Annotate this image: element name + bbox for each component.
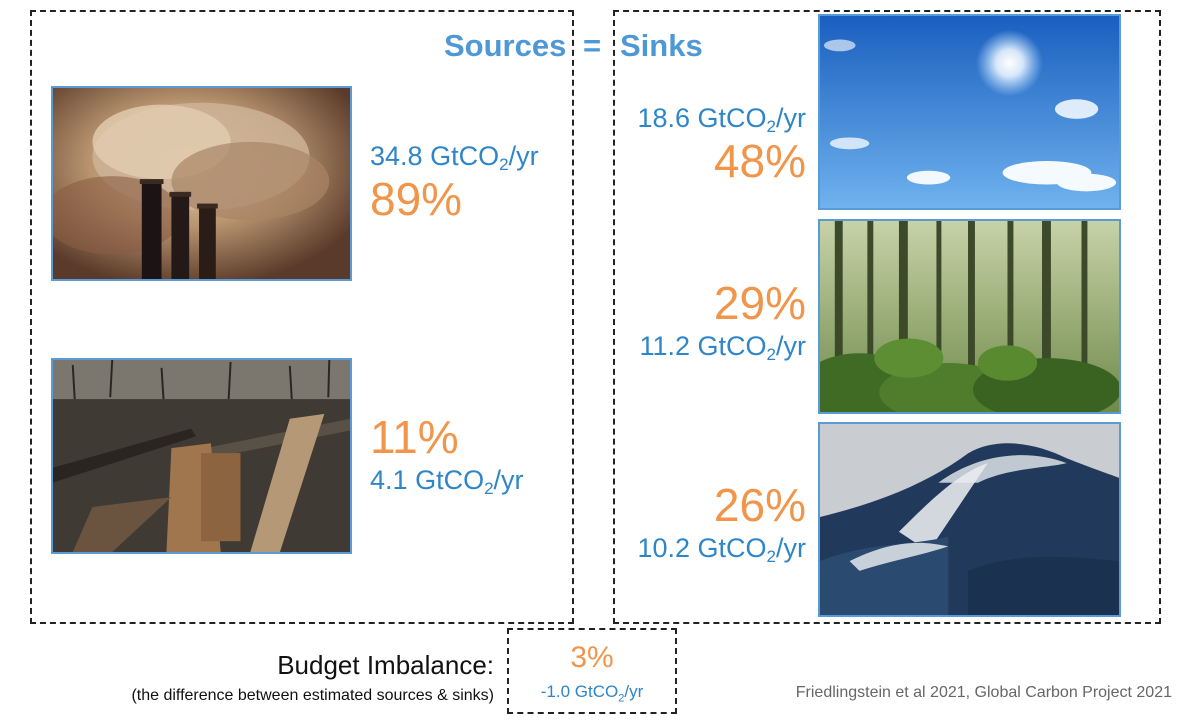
sources-box (30, 10, 574, 624)
land-use-stat: 11% 4.1 GtCO2/yr (370, 410, 524, 498)
forest-photo (818, 219, 1121, 414)
budget-imbalance-title: Budget Imbalance: (277, 650, 494, 680)
ocean-stat: 26% 10.2 GtCO2/yr (637, 478, 806, 566)
ocean-wave-photo (818, 422, 1121, 617)
ocean-flux-value: 10.2 (637, 533, 690, 563)
unit-subscript: 2 (766, 547, 776, 566)
land-sink-percent: 29% (713, 277, 806, 329)
ocean-percent: 26% (713, 479, 806, 531)
unit-prefix: GtCO (574, 682, 619, 701)
unit-subscript: 2 (484, 479, 494, 498)
sky-photo (818, 14, 1121, 210)
unit-prefix: GtCO (697, 533, 767, 563)
atmosphere-stat: 18.6 GtCO2/yr 48% (637, 102, 806, 188)
unit-subscript: 2 (766, 117, 776, 136)
smokestacks-photo (51, 86, 352, 281)
imbalance-flux: -1.0 GtCO2/yr (507, 680, 677, 710)
deforestation-photo (51, 358, 352, 554)
land-use-percent: 11% (370, 411, 459, 463)
sinks-box (613, 10, 1161, 624)
unit-subscript: 2 (618, 692, 625, 705)
unit-suffix: /yr (624, 682, 644, 701)
imbalance-stat: 3% -1.0 GtCO2/yr (507, 640, 677, 710)
unit-suffix: /yr (493, 465, 524, 495)
budget-imbalance-note: (the difference between estimated source… (131, 687, 494, 704)
unit-suffix: /yr (776, 533, 806, 563)
atmosphere-flux: 18.6 GtCO2/yr (637, 102, 806, 136)
unit-suffix: /yr (508, 141, 539, 171)
budget-imbalance-label: Budget Imbalance: (the difference betwee… (131, 649, 494, 707)
imbalance-flux-value: -1.0 (540, 682, 571, 701)
fossil-flux: 34.8 GtCO2/yr (370, 140, 539, 174)
unit-prefix: GtCO (430, 141, 500, 171)
citation: Friedlingstein et al 2021, Global Carbon… (795, 684, 1172, 701)
unit-prefix: GtCO (697, 331, 767, 361)
ocean-flux: 10.2 GtCO2/yr (637, 532, 806, 566)
title-equals: = (583, 28, 602, 63)
unit-suffix: /yr (776, 331, 806, 361)
land-sink-flux-value: 11.2 (639, 331, 690, 361)
unit-suffix: /yr (776, 103, 806, 133)
land-sink-flux: 11.2 GtCO2/yr (639, 330, 806, 364)
fossil-stat: 34.8 GtCO2/yr 89% (370, 140, 539, 226)
fossil-percent: 89% (370, 173, 463, 225)
land-sink-stat: 29% 11.2 GtCO2/yr (639, 276, 806, 364)
atmosphere-percent: 48% (713, 135, 806, 187)
atmosphere-flux-value: 18.6 (637, 103, 690, 133)
unit-prefix: GtCO (697, 103, 767, 133)
imbalance-percent: 3% (570, 641, 614, 674)
fossil-flux-value: 34.8 (370, 141, 423, 171)
unit-subscript: 2 (766, 345, 776, 364)
land-use-flux-value: 4.1 (370, 465, 408, 495)
unit-subscript: 2 (499, 155, 509, 174)
land-use-flux: 4.1 GtCO2/yr (370, 464, 524, 498)
imbalance-box (507, 628, 677, 714)
unit-prefix: GtCO (415, 465, 485, 495)
